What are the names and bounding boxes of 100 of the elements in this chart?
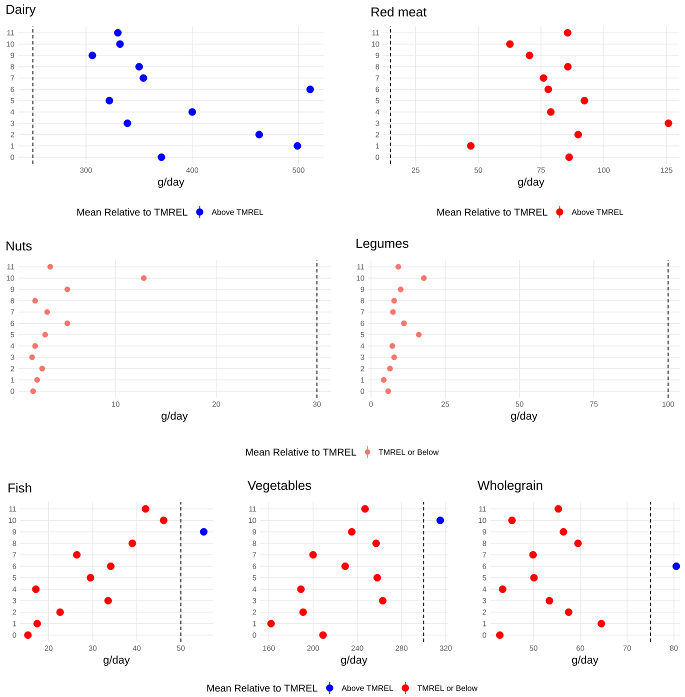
chart-title: Legumes (356, 238, 408, 251)
point (267, 620, 275, 628)
x-axis-title: g/day (162, 412, 188, 422)
point (128, 540, 136, 548)
x-axis-title: g/day (511, 412, 538, 422)
point (32, 343, 38, 349)
point (114, 28, 122, 37)
point (140, 275, 147, 282)
point (554, 505, 562, 513)
point (32, 585, 40, 594)
legend-title: Mean Relative to TMREL (437, 208, 548, 216)
point (39, 366, 46, 372)
point (86, 574, 94, 582)
chart-title: Dairy (6, 4, 36, 17)
point (341, 562, 349, 570)
point (135, 62, 143, 71)
point (389, 343, 396, 349)
point (24, 631, 32, 639)
point (546, 596, 554, 604)
legend-title: Mean Relative to TMREL (246, 448, 356, 456)
point (116, 40, 124, 48)
chart-title: Fish (8, 482, 32, 493)
point (140, 74, 148, 82)
point (387, 366, 393, 372)
point (560, 528, 568, 536)
point (44, 309, 50, 315)
point (508, 516, 516, 524)
x-axis-title: g/day (518, 178, 544, 188)
point (309, 550, 317, 559)
point (200, 528, 208, 536)
point (529, 550, 537, 559)
point (47, 264, 54, 270)
point (547, 108, 555, 116)
point (361, 505, 369, 513)
point (297, 585, 305, 594)
point (32, 298, 38, 304)
point (294, 142, 302, 150)
x-axis-title: g/day (158, 178, 184, 188)
point (598, 620, 606, 628)
x-axis-title: g/day (572, 656, 598, 666)
point (401, 320, 407, 326)
point (372, 540, 380, 548)
point (34, 377, 40, 383)
point (106, 96, 114, 104)
point (29, 354, 35, 360)
point (64, 320, 70, 326)
point (124, 119, 132, 128)
point (574, 130, 582, 138)
point (42, 332, 48, 338)
point (56, 608, 64, 616)
point (564, 608, 572, 616)
point (564, 62, 572, 71)
point (30, 388, 36, 394)
point (565, 153, 573, 162)
point (530, 574, 538, 582)
point (391, 298, 398, 304)
x-axis-title: g/day (341, 656, 368, 666)
legend-title: Mean Relative to TMREL (77, 208, 188, 216)
point (398, 286, 404, 292)
point (104, 596, 112, 604)
point (526, 52, 534, 60)
point (390, 309, 396, 315)
point (564, 28, 572, 37)
point (158, 153, 166, 162)
point (73, 550, 81, 559)
point (33, 620, 41, 628)
point (306, 86, 314, 94)
chart-title: Nuts (6, 241, 32, 251)
point (467, 142, 475, 150)
point (319, 631, 327, 639)
point (580, 96, 588, 104)
point (664, 119, 672, 128)
point (544, 86, 552, 94)
legend-title: Mean Relative to TMREL (207, 684, 318, 692)
point (498, 585, 506, 594)
point (385, 388, 392, 394)
point (88, 52, 96, 60)
chart-title: Red meat (372, 6, 427, 17)
point (540, 74, 548, 82)
point (160, 516, 168, 524)
point (391, 354, 398, 360)
point (106, 562, 115, 570)
point (436, 516, 444, 524)
point (299, 608, 307, 616)
point (416, 332, 422, 338)
point (574, 540, 582, 548)
point (188, 108, 196, 116)
point (142, 505, 150, 513)
x-axis-title: g/day (104, 656, 130, 666)
point (380, 377, 387, 383)
point (64, 286, 70, 292)
chart-title: Vegetables (248, 480, 312, 493)
point (348, 528, 356, 536)
point (255, 130, 263, 138)
point (373, 574, 382, 582)
chart-title: Wholegrain (478, 480, 542, 493)
point (378, 596, 387, 604)
point (506, 40, 514, 48)
point (496, 631, 504, 639)
point (395, 264, 402, 270)
